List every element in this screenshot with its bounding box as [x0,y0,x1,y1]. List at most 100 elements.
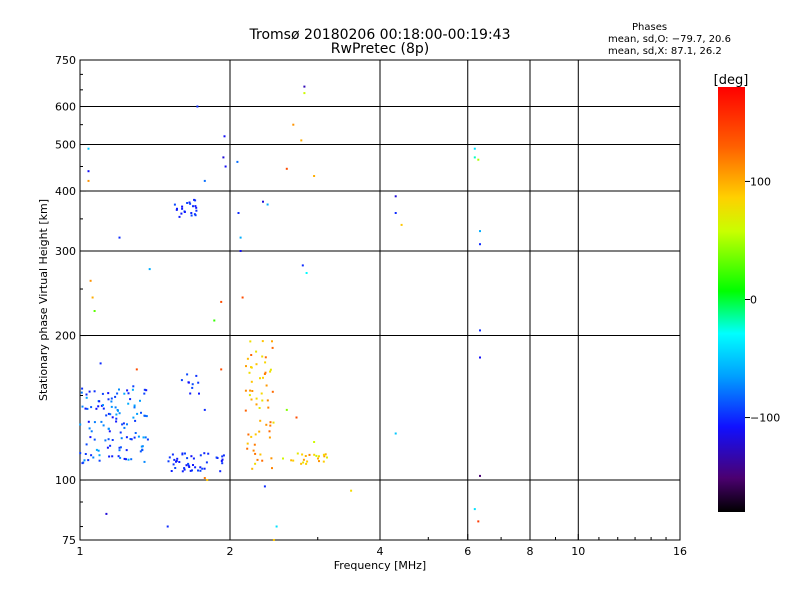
data-point [171,453,174,456]
data-point [111,416,114,419]
data-point [90,430,93,433]
data-point [254,452,257,455]
data-point [144,436,147,439]
data-point [249,340,252,343]
data-point [305,462,308,465]
data-point [132,385,135,388]
data-point [264,361,267,364]
data-point [133,436,136,439]
data-point [102,424,105,427]
data-point [203,467,206,470]
data-point [263,485,266,488]
data-point [123,426,126,429]
data-point [265,423,268,426]
data-point [252,449,255,452]
data-point [265,384,268,387]
data-point [123,457,126,460]
data-point [400,223,403,226]
data-point [302,458,305,461]
data-point [258,430,261,433]
data-point [246,447,249,450]
data-point [186,202,189,204]
data-point [170,470,173,472]
data-point [259,419,262,422]
data-point [271,340,273,343]
data-point [189,469,192,472]
data-point [107,427,110,430]
data-point [186,373,189,376]
data-point [236,160,239,163]
data-point [126,389,129,392]
data-point [190,212,193,214]
data-point [244,389,247,392]
data-point [109,444,112,447]
data-point [92,456,95,459]
data-point [129,398,132,401]
y-tick-label: 200 [55,330,76,343]
data-point [282,457,284,460]
data-point [246,357,249,360]
data-point [239,250,242,252]
data-point [248,371,251,374]
data-point [114,395,117,398]
data-point [114,406,117,409]
data-point [199,454,202,457]
data-point [118,412,121,415]
data-point [125,449,128,452]
data-point [251,390,254,392]
data-point [190,214,193,217]
data-point [181,470,184,473]
data-point [191,386,194,389]
data-point [88,427,91,430]
data-point [180,379,183,382]
data-point [173,458,176,461]
data-point [101,392,104,395]
y-tick-label: 500 [55,139,76,152]
y-tick-label: 400 [55,185,76,198]
data-point [207,452,210,455]
colorbar-label: [deg] [714,73,749,88]
data-point [253,443,256,446]
data-point [264,356,267,359]
data-point [223,135,226,138]
data-point [195,209,198,212]
data-point [295,416,298,419]
data-point [129,438,132,440]
data-point [87,170,90,173]
data-point [199,466,202,469]
data-point [205,461,208,464]
data-point [313,175,316,177]
data-point [192,464,194,466]
data-point [479,356,481,359]
data-point [185,464,188,467]
data-point [221,458,224,461]
colorbar-tick-label: 0 [750,294,757,307]
data-point [137,435,140,438]
data-point [244,409,247,412]
data-point [203,179,206,182]
data-point [191,469,193,472]
x-tick-label: 1 [77,545,84,558]
data-point [324,453,327,456]
data-point [135,368,138,371]
data-point [473,156,476,159]
data-point [168,456,171,459]
data-point [181,207,184,210]
data-point [133,406,136,409]
x-tick-label: 16 [673,545,687,558]
data-point [222,454,225,457]
data-point [197,469,199,472]
data-point [304,455,307,457]
data-point [130,458,133,461]
data-point [254,433,257,436]
data-point [318,455,320,458]
y-tick-label: 600 [55,101,76,114]
data-point [132,416,135,419]
data-point [142,436,145,439]
data-point [98,459,101,462]
data-point [86,407,89,410]
data-point [105,414,108,417]
data-point [117,455,120,458]
data-point [110,397,113,400]
data-point [350,489,353,492]
